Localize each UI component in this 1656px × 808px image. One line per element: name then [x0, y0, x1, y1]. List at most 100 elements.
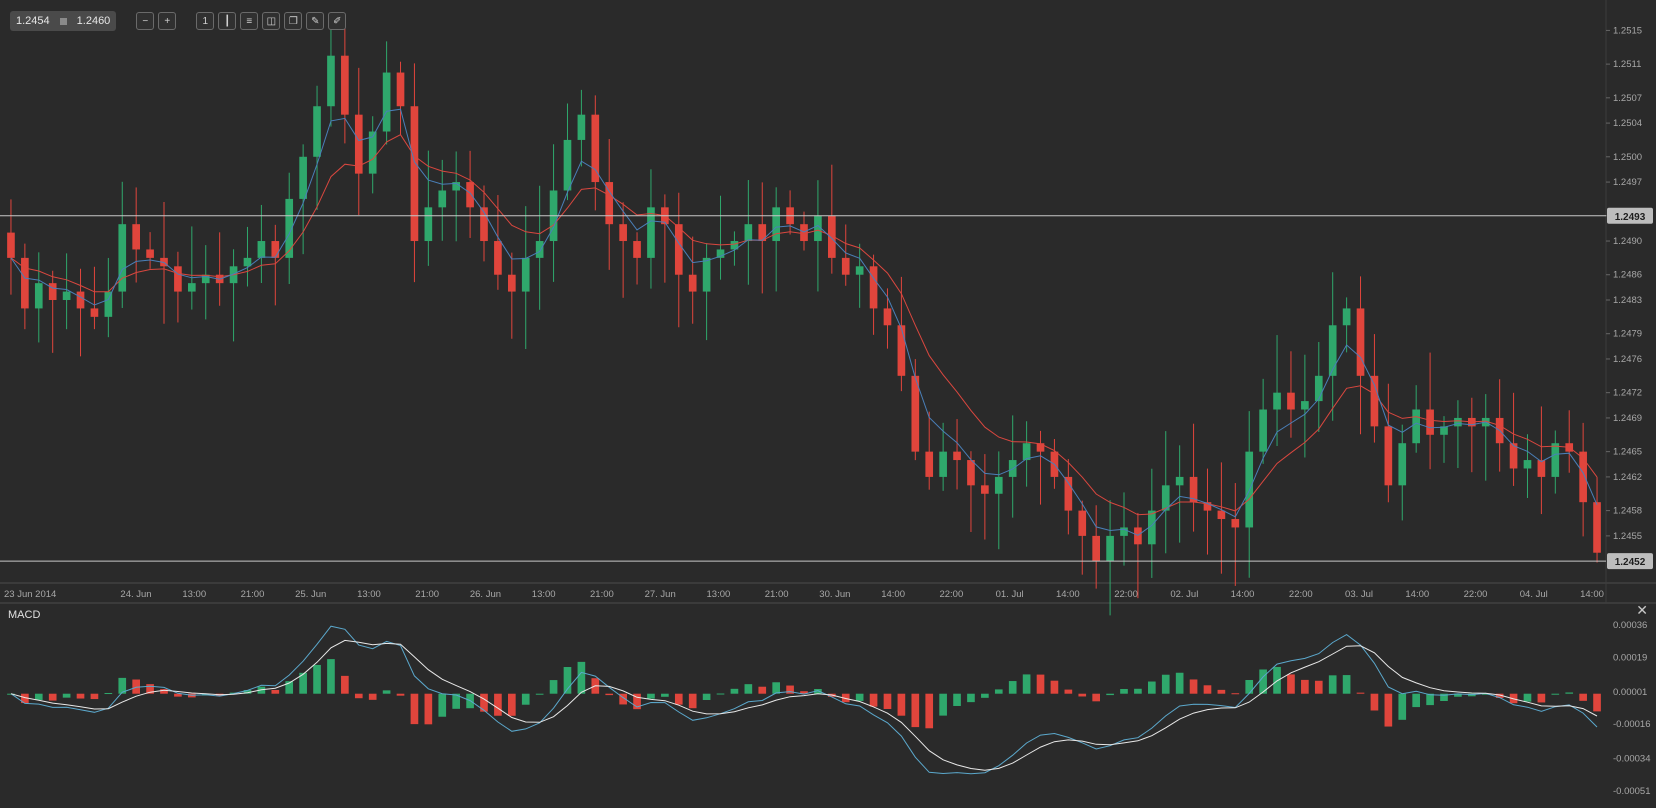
candle-body[interactable] — [619, 224, 627, 242]
candle-body[interactable] — [1120, 527, 1128, 536]
indicators-icon[interactable]: ≡ — [240, 12, 259, 30]
candle-body[interactable] — [1412, 409, 1420, 444]
close-icon[interactable]: ✕ — [1636, 602, 1648, 618]
candle-body[interactable] — [591, 114, 600, 183]
candle-body[interactable] — [674, 224, 683, 275]
candle-body[interactable] — [1384, 426, 1393, 486]
candle-body[interactable] — [1259, 409, 1267, 452]
candle-body[interactable] — [1509, 443, 1518, 469]
candle-body[interactable] — [118, 224, 127, 292]
candle-body[interactable] — [1287, 392, 1295, 410]
candle-body[interactable] — [466, 182, 474, 208]
draw-icon[interactable]: ✐ — [328, 12, 347, 30]
candle-body[interactable] — [271, 241, 280, 258]
candle-body[interactable] — [647, 207, 655, 258]
candle-body[interactable] — [438, 190, 447, 208]
candle-body[interactable] — [48, 283, 57, 300]
candle-body[interactable] — [327, 55, 335, 107]
candle-body[interactable] — [1175, 476, 1184, 486]
chart-icon[interactable]: ◫ — [262, 12, 281, 30]
candle-body[interactable] — [1148, 510, 1156, 545]
candle-body[interactable] — [897, 325, 906, 376]
candle-body[interactable] — [911, 375, 920, 452]
candle-body[interactable] — [508, 274, 516, 292]
candle-body[interactable] — [1301, 401, 1309, 410]
candle-body[interactable] — [1398, 443, 1407, 486]
candle-body[interactable] — [744, 224, 753, 242]
candle-body[interactable] — [1273, 392, 1281, 410]
candle-body[interactable] — [1189, 476, 1198, 503]
candle-body[interactable] — [758, 224, 767, 242]
candle-body[interactable] — [702, 257, 711, 292]
candle-body[interactable] — [883, 308, 892, 326]
candle-body[interactable] — [1036, 443, 1045, 452]
zoom-out-icon[interactable]: − — [136, 12, 155, 30]
candle-body[interactable] — [1426, 409, 1434, 435]
candle-body[interactable] — [62, 291, 71, 300]
candle-body[interactable] — [285, 198, 294, 258]
candle-body[interactable] — [939, 451, 947, 477]
candle-body[interactable] — [1440, 426, 1448, 435]
candle-body[interactable] — [1092, 535, 1100, 562]
candle-body[interactable] — [605, 182, 614, 225]
candle-body[interactable] — [1134, 527, 1142, 545]
zoom-in-icon[interactable]: + — [158, 12, 177, 30]
candle-body[interactable] — [1064, 476, 1073, 511]
candle-body[interactable] — [688, 274, 697, 292]
candle-body[interactable] — [396, 72, 405, 107]
candle-type-icon[interactable]: ┃ — [218, 12, 237, 30]
candle-body[interactable] — [494, 241, 502, 275]
candle-body[interactable] — [716, 249, 725, 258]
edit-icon[interactable]: ✎ — [306, 12, 325, 30]
candle-body[interactable] — [76, 291, 85, 309]
candle-body[interactable] — [1356, 308, 1365, 376]
candle-body[interactable] — [814, 215, 822, 242]
candle-body[interactable] — [188, 283, 196, 292]
candle-body[interactable] — [1342, 308, 1351, 326]
candle-body[interactable] — [1022, 443, 1031, 461]
candle-body[interactable] — [174, 266, 182, 292]
candle-body[interactable] — [967, 460, 975, 486]
candle-body[interactable] — [382, 72, 391, 132]
candle-body[interactable] — [1231, 519, 1240, 528]
candle-body[interactable] — [1217, 510, 1226, 520]
candle-body[interactable] — [1106, 535, 1114, 562]
candle-body[interactable] — [410, 106, 419, 242]
candle-body[interactable] — [452, 182, 460, 191]
candle-body[interactable] — [1593, 502, 1601, 553]
candle-body[interactable] — [1537, 460, 1546, 477]
candle-body[interactable] — [1523, 460, 1532, 469]
candle-body[interactable] — [563, 139, 572, 191]
candle-body[interactable] — [146, 249, 154, 258]
candle-body[interactable] — [925, 451, 934, 477]
candle-body[interactable] — [1454, 417, 1462, 427]
timeframe-icon[interactable]: 1 — [196, 12, 215, 30]
candle-body[interactable] — [1203, 502, 1212, 511]
candle-body[interactable] — [828, 215, 836, 258]
candle-body[interactable] — [7, 232, 15, 258]
candle-body[interactable] — [730, 241, 739, 250]
candle-body[interactable] — [633, 241, 641, 258]
candle-body[interactable] — [480, 207, 488, 242]
candle-body[interactable] — [354, 114, 363, 174]
candle-body[interactable] — [800, 224, 808, 242]
candle-body[interactable] — [1314, 375, 1323, 402]
candle-body[interactable] — [1370, 375, 1379, 427]
candle-body[interactable] — [869, 266, 878, 309]
candle-body[interactable] — [981, 485, 989, 494]
candle-body[interactable] — [257, 241, 266, 258]
candle-body[interactable] — [1551, 443, 1560, 477]
candle-body[interactable] — [132, 224, 140, 250]
candle-body[interactable] — [341, 55, 349, 115]
bid-ask-box[interactable]: 1.2454 1.2460 — [10, 11, 117, 31]
candle-body[interactable] — [424, 207, 433, 242]
candle-body[interactable] — [841, 257, 850, 275]
candle-body[interactable] — [313, 106, 321, 157]
candle-body[interactable] — [90, 308, 99, 317]
candle-body[interactable] — [1579, 451, 1587, 503]
objects-icon[interactable]: ❐ — [284, 12, 303, 30]
candle-body[interactable] — [1078, 510, 1087, 536]
candle-body[interactable] — [368, 131, 377, 174]
candle-body[interactable] — [104, 291, 113, 317]
